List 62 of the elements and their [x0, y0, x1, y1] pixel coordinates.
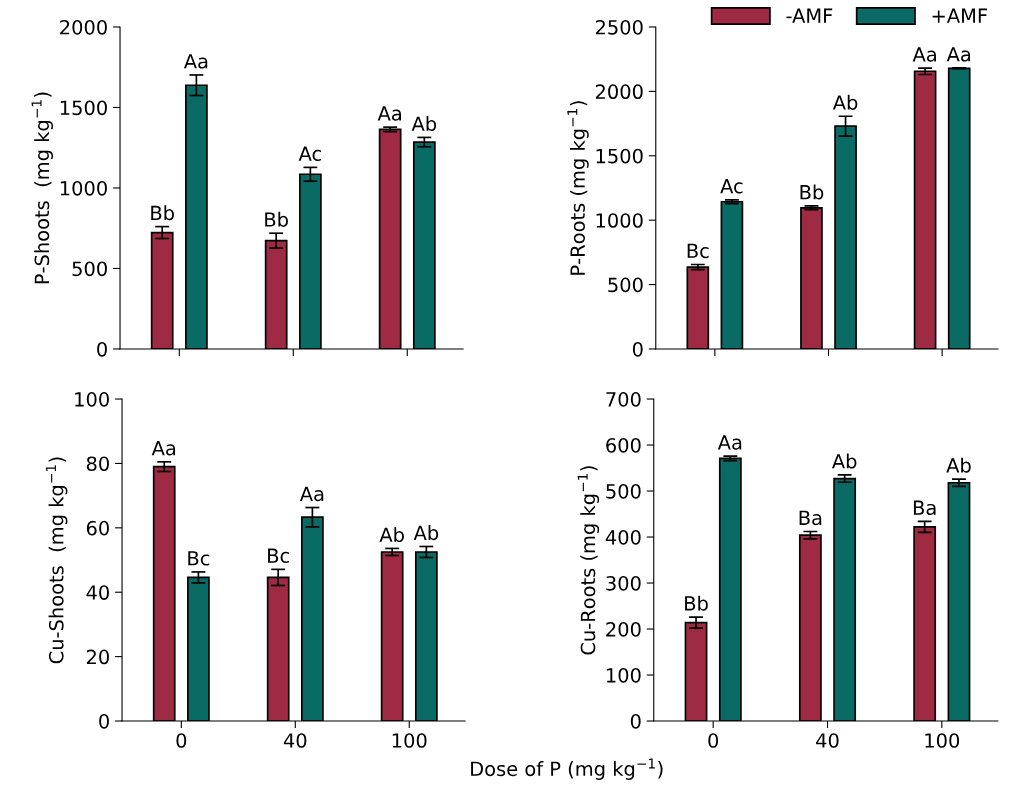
y-axis-title: Cu-Roots (mg kg$^{−1}$) — [577, 466, 600, 655]
y-tick-label: 0 — [630, 713, 641, 729]
y-tick-label: 100 — [75, 391, 109, 407]
data-label: Ac — [720, 179, 743, 194]
y-axis-title: P-Shoots (mg kg$^{−1}$) — [31, 92, 53, 284]
data-label: Ba — [913, 500, 936, 516]
y-tick-label: 500 — [608, 277, 643, 293]
data-label: Ab — [411, 116, 437, 132]
x-axis-title: Dose of P (mg kg$^{−1}$) — [471, 758, 663, 780]
y-tick-label: 0 — [99, 713, 109, 729]
y-tick-label: 1000 — [596, 213, 643, 228]
y-tick-label: 1500 — [596, 148, 643, 164]
data-label: Ba — [799, 510, 822, 526]
y-tick-label: 700 — [606, 391, 641, 407]
y-tick-label: 2000 — [60, 19, 107, 35]
data-label: Ac — [298, 146, 321, 162]
data-label: Ab — [831, 453, 857, 469]
y-tick-label: 80 — [86, 456, 109, 472]
y-tick-label: 300 — [606, 575, 641, 591]
data-label: Aa — [299, 486, 324, 502]
y-tick-label: 40 — [86, 585, 109, 600]
y-tick-label: 2500 — [595, 19, 643, 35]
data-label: Ab — [379, 527, 404, 543]
data-label: Aa — [946, 47, 971, 62]
x-tick-label: 0 — [708, 733, 719, 748]
x-tick-label: 40 — [816, 733, 839, 748]
data-label: Aa — [912, 47, 936, 62]
data-label: Ab — [946, 457, 971, 473]
legend-label: +AMF — [932, 8, 987, 23]
data-label: Aa — [377, 106, 401, 121]
y-tick-label: 0 — [97, 341, 107, 357]
data-label: Bb — [265, 211, 288, 227]
y-tick-label: 500 — [72, 261, 107, 277]
y-tick-label: 200 — [606, 621, 641, 637]
y-tick-label: 2000 — [595, 84, 643, 100]
data-label: Ab — [832, 94, 858, 110]
y-tick-label: 1000 — [60, 180, 107, 196]
x-tick-label: 40 — [283, 733, 307, 748]
x-tick-label: 0 — [176, 733, 187, 748]
data-label: Aa — [151, 441, 176, 456]
data-label: Bc — [268, 548, 289, 564]
x-tick-label: 100 — [925, 733, 960, 748]
data-label: Aa — [717, 435, 742, 450]
y-tick-label: 20 — [86, 649, 109, 665]
y-tick-label: 1500 — [60, 100, 107, 116]
y-tick-label: 100 — [606, 667, 641, 683]
y-axis-title: P-Roots (mg kg$^{−1}$) — [567, 101, 589, 275]
y-tick-label: 500 — [606, 483, 641, 499]
data-label: Bc — [687, 243, 709, 259]
y-tick-label: 0 — [632, 341, 643, 357]
y-tick-label: 60 — [86, 520, 109, 536]
data-label: Bb — [800, 184, 824, 200]
data-label: Aa — [183, 54, 208, 69]
y-tick-label: 600 — [606, 437, 641, 453]
data-label: Bb — [151, 205, 174, 221]
data-label: Bb — [685, 595, 708, 611]
x-tick-label: 100 — [392, 733, 427, 748]
y-axis-title: Cu-Shoots (mg kg$^{−1}$) — [45, 457, 68, 664]
data-label: Bc — [188, 551, 210, 566]
data-label: Ab — [413, 525, 439, 541]
legend-label: -AMF — [786, 8, 833, 23]
y-tick-label: 400 — [605, 529, 641, 545]
